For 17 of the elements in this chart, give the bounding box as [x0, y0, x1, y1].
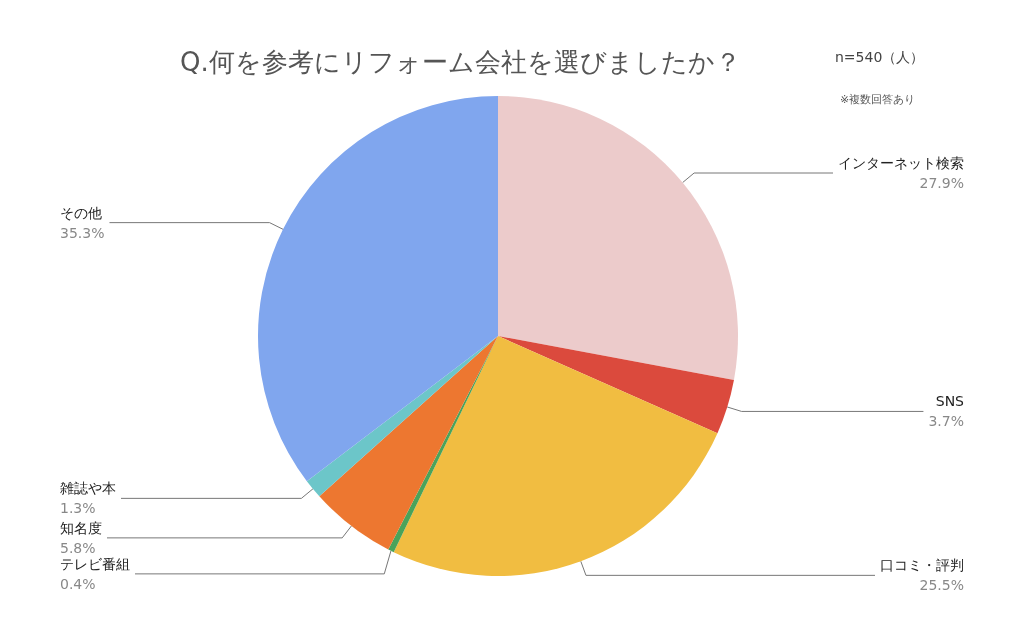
text: n=540（人） [835, 49, 925, 65]
text: ※複数回答あり [840, 93, 916, 106]
slice-label: インターネット検索 [838, 155, 964, 172]
slice-label: SNS [935, 393, 965, 410]
data-label: 3.7% [928, 413, 964, 430]
slice-label: 口コミ・評判 [880, 557, 964, 574]
data-label: 1.3% [60, 500, 96, 517]
slice-label: 知名度 [60, 519, 102, 536]
data-label: 25.5% [919, 577, 964, 594]
data-label: 35.3% [60, 224, 105, 241]
slice-label: その他 [60, 204, 102, 221]
data-label: 5.8% [60, 539, 96, 556]
slice-label: テレビ番組 [60, 555, 130, 572]
chart-title: Q.何を参考にリフォーム会社を選びましたか？ [180, 47, 741, 77]
data-label: 0.4% [60, 575, 96, 592]
data-label: 27.9% [919, 175, 964, 192]
slice-label: 雑誌や本 [60, 480, 116, 497]
